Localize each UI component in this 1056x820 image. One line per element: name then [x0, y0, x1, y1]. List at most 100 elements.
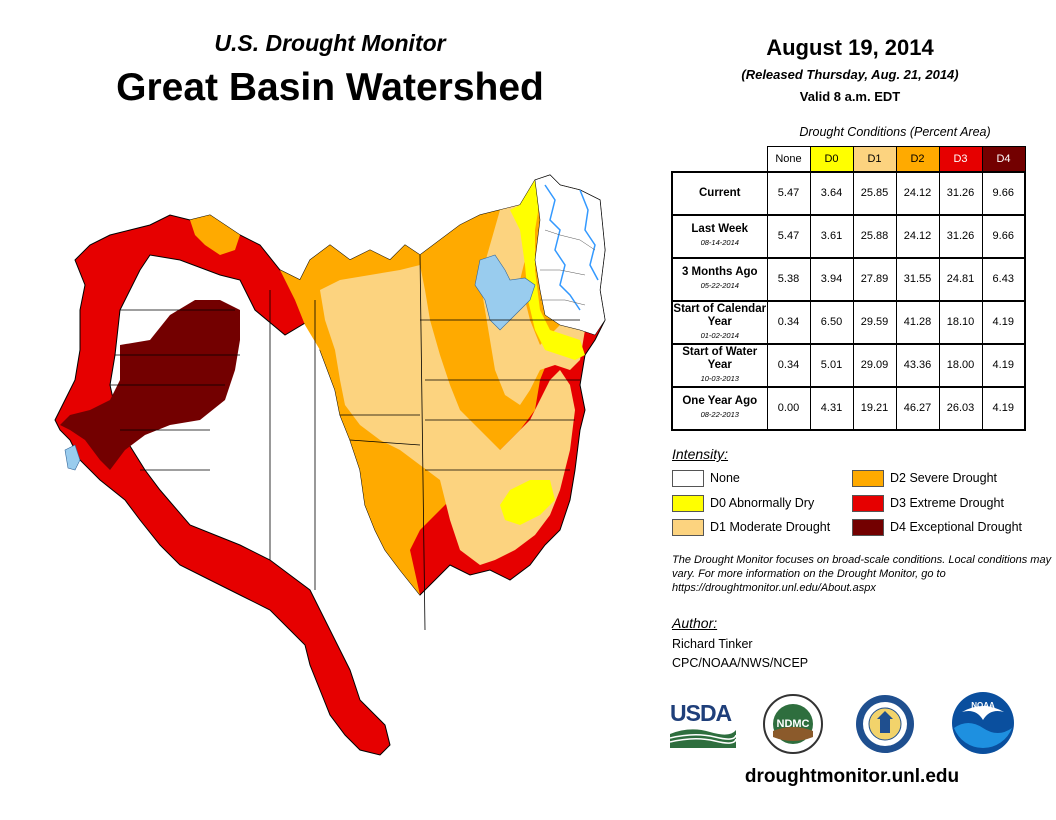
- usda-hills-icon: [669, 729, 737, 748]
- drought-conditions-table: None D0 D1 D2 D3 D4 Current 5.47 3.64 25.85 24.12 3…: [671, 146, 1026, 431]
- table-row: Start of Calendar Year 01-02-2014 0.34 6.50…: [671, 299, 1026, 344]
- table-row: 3 Months Ago 05-22-2014 5.38 3.94 27.89 31.55…: [671, 256, 1026, 301]
- legend-label: None: [710, 471, 740, 485]
- table-cell: 31.26: [938, 213, 983, 258]
- table-cell: 18.00: [938, 342, 983, 387]
- usda-logo: USDA: [669, 700, 737, 748]
- row-label: Start of Water Year 10-03-2013: [671, 342, 768, 387]
- boundary-line: [110, 254, 580, 631]
- table-cell: 24.12: [895, 213, 940, 258]
- table-cell: 0.34: [766, 342, 811, 387]
- table-cell: 3.94: [809, 256, 854, 301]
- map-title: Great Basin Watershed: [116, 66, 544, 109]
- report-date: August 19, 2014: [766, 35, 934, 60]
- row-sublabel: 10-03-2013: [700, 373, 739, 383]
- column-header-d1: D1: [852, 146, 897, 172]
- column-header-d2: D2: [895, 146, 940, 172]
- column-header-d4: D4: [981, 146, 1026, 172]
- none-area: [534, 174, 606, 336]
- table-cell: 24.12: [895, 170, 940, 215]
- table-cell: 5.47: [766, 213, 811, 258]
- row-sublabel: 05-22-2014: [700, 281, 739, 290]
- legend-swatch: [672, 519, 704, 536]
- row-label-text: Current: [698, 186, 741, 199]
- table-cell: 5.38: [766, 256, 811, 301]
- row-label: One Year Ago 08-22-2013: [671, 385, 768, 431]
- table-cell: 31.55: [895, 256, 940, 301]
- boundary-line: [540, 229, 596, 306]
- table-cell: 5.47: [766, 170, 811, 215]
- legend-label: D2 Severe Drought: [890, 471, 998, 485]
- table-cell: 26.03: [938, 385, 983, 431]
- legend-title: Intensity:: [672, 446, 729, 462]
- row-sublabel: 01-02-2014: [700, 330, 739, 340]
- table-cell: 29.09: [852, 342, 897, 387]
- row-label-text: One Year Ago: [682, 395, 758, 407]
- legend-swatch: [852, 519, 884, 536]
- table-cell: 9.66: [981, 213, 1026, 258]
- table-caption: Drought Conditions (Percent Area): [799, 125, 991, 139]
- table-cell: 46.27: [895, 385, 940, 431]
- table-cell: 25.85: [852, 170, 897, 215]
- table-cell: 27.89: [852, 256, 897, 301]
- table-cell: 0.34: [766, 299, 811, 344]
- table-row: Current 5.47 3.64 25.85 24.12 31.26 9.66: [671, 170, 1026, 215]
- row-label-text: Last Week: [691, 223, 749, 235]
- table-cell: 4.31: [809, 385, 854, 431]
- ndmc-logo-text: NDMC: [777, 718, 810, 730]
- column-header-d0: D0: [809, 146, 854, 172]
- legend-label: D3 Extreme Drought: [890, 496, 1004, 510]
- d1-east-area: [480, 205, 585, 405]
- legend-label: D4 Exceptional Drought: [890, 520, 1023, 534]
- table-row: Last Week 08-14-2014 5.47 3.61 25.88 24.12 31.…: [671, 213, 1026, 258]
- column-header-d3: D3: [938, 146, 983, 172]
- row-label-text: Start of Water Year: [682, 345, 758, 371]
- legend-swatch: [672, 470, 704, 487]
- table-cell: 25.88: [852, 213, 897, 258]
- row-label: Last Week 08-14-2014: [671, 213, 768, 258]
- row-label-text: 3 Months Ago: [681, 266, 758, 278]
- table-row: Start of Water Year 10-03-2013 0.34 5.01 29.…: [671, 342, 1026, 387]
- row-label: Current: [671, 170, 768, 215]
- table-cell: 19.21: [852, 385, 897, 431]
- table-cell: 3.61: [809, 213, 854, 258]
- table-cell: 0.00: [766, 385, 811, 431]
- author-name: Richard Tinker: [672, 637, 753, 651]
- drought-map: [54, 174, 606, 756]
- table-corner: [672, 147, 767, 172]
- table-cell: 5.01: [809, 342, 854, 387]
- table-cell: 4.19: [981, 299, 1026, 344]
- river-line: [579, 189, 599, 281]
- d2-north-patch: [190, 215, 240, 255]
- legend-label: D0 Abnormally Dry: [710, 496, 815, 510]
- noaa-logo-text: NOAA: [971, 701, 995, 710]
- row-label-text: Start of Calendar Year: [673, 302, 767, 328]
- website-url[interactable]: droughtmonitor.unl.edu: [744, 766, 960, 787]
- table-cell: 43.36: [895, 342, 940, 387]
- legend-swatch: [852, 495, 884, 512]
- table-cell: 9.66: [981, 170, 1026, 215]
- row-sublabel: 08-14-2014: [700, 238, 739, 247]
- table-cell: 41.28: [895, 299, 940, 344]
- disclaimer-note: The Drought Monitor focuses on broad-sca…: [672, 554, 1052, 594]
- table-cell: 6.43: [981, 256, 1026, 301]
- river-line: [544, 184, 581, 311]
- valid-time: Valid 8 a.m. EDT: [799, 89, 901, 104]
- table-cell: 6.50: [809, 299, 854, 344]
- great-salt-lake: [474, 254, 536, 331]
- d0-south: [500, 480, 555, 525]
- table-cell: 24.81: [938, 256, 983, 301]
- legend-swatch: [672, 495, 704, 512]
- table-cell: 4.19: [981, 385, 1026, 431]
- d0-north: [510, 180, 585, 360]
- release-date: (Released Thursday, Aug. 21, 2014): [741, 67, 959, 82]
- column-header-none: None: [766, 146, 811, 172]
- author-org: CPC/NOAA/NWS/NCEP: [672, 656, 809, 670]
- row-label: 3 Months Ago 05-22-2014: [671, 256, 768, 301]
- row-sublabel: 08-22-2013: [700, 410, 739, 419]
- table-cell: 29.59: [852, 299, 897, 344]
- lake-tahoe: [64, 444, 81, 471]
- commerce-seal-icon: [856, 695, 914, 753]
- table-cell: 3.64: [809, 170, 854, 215]
- legend-swatch: [852, 470, 884, 487]
